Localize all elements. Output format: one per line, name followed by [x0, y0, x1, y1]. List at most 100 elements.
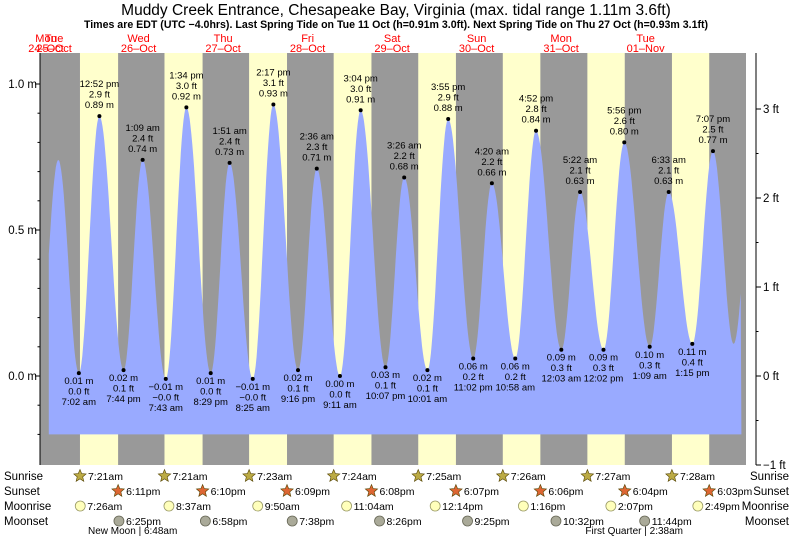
- tide-m-label: 0.84 m: [522, 115, 551, 126]
- sunset-star-icon: [448, 483, 463, 497]
- tide-point: [710, 149, 715, 154]
- tide-ft-label: 0.3 ft: [639, 360, 660, 371]
- tide-time-label: 3:26 am: [387, 140, 421, 151]
- sunrise-star-icon: [326, 468, 341, 482]
- y-tick-label-m: 0.5 m: [8, 225, 37, 237]
- tide-ft-label: 2.8 ft: [525, 104, 546, 115]
- sunrise-star-icon: [73, 468, 87, 482]
- tide-ft-label: 0.1 ft: [417, 384, 438, 395]
- tide-time-label: 10:01 am: [408, 394, 448, 405]
- tide-m-label: 0.88 m: [434, 103, 463, 114]
- tide-ft-label: 0.0 ft: [68, 387, 89, 398]
- tide-time-label: 2:36 am: [300, 132, 334, 143]
- tide-m-label: 0.71 m: [302, 153, 331, 164]
- tide-time-label: 7:02 am: [62, 397, 96, 408]
- tide-ft-label: 2.1 ft: [569, 166, 590, 177]
- moonrise-icon: [429, 500, 441, 512]
- astro-table: Sunrise Sunrise Sunset Sunset Moonrise Moonri…: [4, 468, 790, 537]
- tide-time-label: 12:03 am: [542, 374, 582, 385]
- tide-time-label: 10:07 pm: [366, 391, 406, 402]
- tide-time-label: 8:25 am: [236, 403, 270, 414]
- axes: 1.0 m 0.5 m 0.0 m 3 ft 2 ft 1 ft 0 ft −1 ft: [8, 53, 787, 472]
- moonset-icon: [113, 515, 125, 527]
- day-date-label: 29–Oct: [374, 43, 409, 55]
- astro-row-label-right: Moonset: [745, 516, 790, 528]
- day-date-label: 28–Oct: [290, 43, 325, 55]
- sunrise-time-label: 7:26am: [511, 471, 546, 483]
- tide-ft-label: 2.9 ft: [89, 90, 110, 101]
- moonrise-time-label: 12:14pm: [442, 501, 483, 513]
- astro-row-label-right: Sunrise: [750, 471, 789, 483]
- moonrise-icon: [252, 500, 264, 512]
- tide-m-label: 0.92 m: [172, 91, 201, 102]
- y-tick-label-m: 1.0 m: [8, 79, 37, 91]
- tide-point: [534, 128, 539, 133]
- moonrise-time-label: 2:49pm: [705, 501, 740, 513]
- moonrise-icon: [341, 500, 352, 512]
- day-labels: Mon24–OctTue25–OctWed26–OctThu27–OctFri2…: [28, 33, 665, 55]
- tide-point: [140, 157, 145, 162]
- tide-point: [295, 368, 300, 373]
- tide-point: [425, 368, 430, 373]
- tide-ft-label: 2.3 ft: [306, 142, 327, 153]
- moonrise-icon: [74, 500, 86, 512]
- moonrise-time-label: 11:04am: [354, 501, 394, 513]
- tide-ft-label: 2.4 ft: [219, 136, 240, 147]
- sunrise-star-icon: [157, 468, 172, 482]
- moonset-icon: [639, 515, 651, 527]
- tide-point: [76, 371, 81, 376]
- tide-point: [666, 190, 671, 195]
- day-date-label: 25–Oct: [36, 43, 71, 55]
- tide-ft-label: −0.0 ft: [152, 392, 179, 403]
- tide-time-label: 1:09 am: [125, 123, 159, 134]
- tide-ft-label: 0.0 ft: [329, 390, 350, 401]
- astro-row-label-left: Sunset: [4, 486, 41, 498]
- tide-time-label: 4:52 pm: [519, 94, 553, 105]
- moonset-time-label: 8:26pm: [387, 516, 422, 528]
- day-name-label: Tue: [636, 33, 655, 45]
- tide-point: [337, 374, 342, 378]
- moonset-time-label: 6:25pm: [126, 516, 161, 528]
- sunset-star-icon: [195, 483, 210, 497]
- tide-m-label: 0.00 m: [325, 379, 354, 390]
- tide-m-label: 0.01 m: [196, 376, 225, 387]
- tide-m-label: 0.63 m: [654, 176, 683, 187]
- sunrise-time-label: 7:21am: [172, 471, 207, 483]
- y-tick-label-ft: 0 ft: [763, 371, 780, 383]
- tide-point: [471, 356, 476, 361]
- tide-time-label: 5:56 pm: [607, 105, 641, 116]
- tide-m-label: 0.03 m: [371, 370, 400, 381]
- sunset-time-label: 6:09pm: [295, 486, 330, 498]
- sunrise-star-icon: [242, 468, 257, 482]
- moon-phase-label: First Quarter | 2:38am: [585, 526, 683, 537]
- tide-m-label: 0.66 m: [477, 167, 506, 178]
- moonrise-time-label: 7:26am: [87, 501, 122, 513]
- tide-point: [97, 114, 102, 119]
- sunset-time-label: 6:06pm: [548, 486, 583, 498]
- sunset-star-icon: [617, 483, 632, 497]
- tide-time-label: 12:52 pm: [80, 79, 120, 90]
- tide-m-label: 0.63 m: [566, 176, 595, 187]
- sunset-time-label: 6:03pm: [717, 486, 752, 498]
- day-name-label: Mon: [550, 33, 571, 45]
- sunrise-time-label: 7:27am: [595, 471, 630, 483]
- tide-m-label: −0.01 m: [148, 382, 183, 393]
- sunset-time-label: 6:08pm: [379, 486, 414, 498]
- tide-m-label: 0.02 m: [109, 373, 138, 384]
- tide-time-label: 3:04 pm: [344, 73, 378, 84]
- moonrise-time-label: 8:37am: [176, 501, 211, 513]
- moonset-time-label: 7:38pm: [299, 516, 334, 528]
- day-name-label: Mon: [35, 33, 56, 45]
- tide-ft-label: 3.0 ft: [350, 84, 371, 95]
- tide-ft-label: 2.9 ft: [438, 93, 459, 104]
- tide-ft-label: 3.1 ft: [263, 78, 284, 89]
- astro-row-label-left: Moonset: [4, 516, 49, 528]
- tide-curve: [48, 104, 742, 435]
- tide-ft-label: 2.2 ft: [481, 157, 502, 168]
- tide-m-label: 0.11 m: [678, 347, 706, 358]
- sunset-time-label: 6:07pm: [464, 486, 499, 498]
- tide-m-label: 0.73 m: [215, 147, 244, 158]
- y-tick-label-ft: 3 ft: [763, 104, 780, 116]
